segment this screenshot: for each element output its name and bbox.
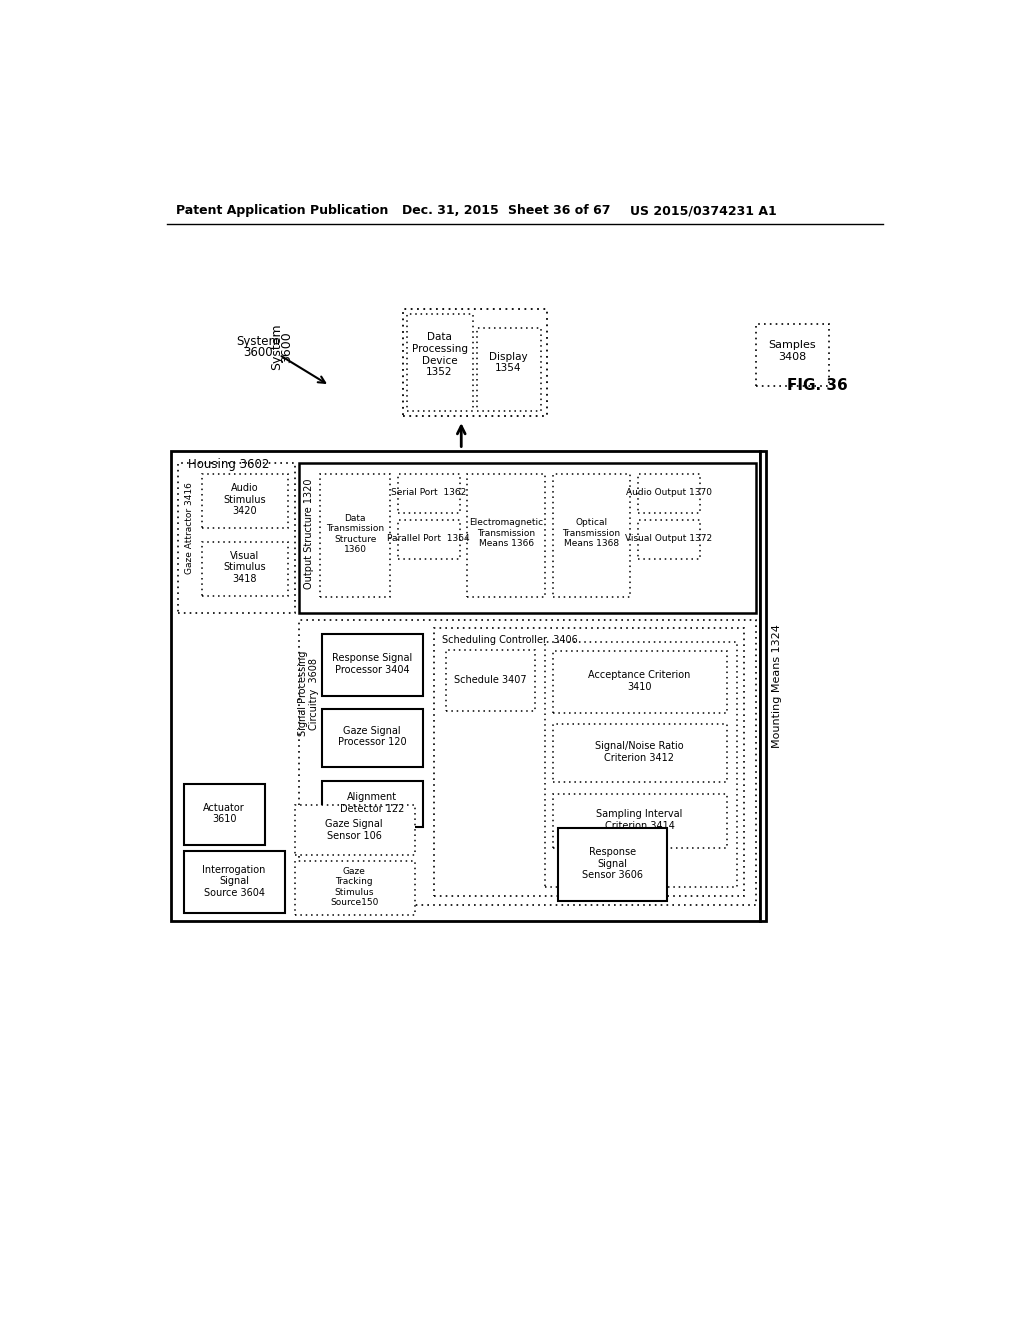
Bar (434, 628, 744, 896)
Bar (202, 474, 289, 528)
Bar (397, 474, 460, 512)
Text: Schedule 3407: Schedule 3407 (454, 675, 526, 685)
Text: Data
Processing
Device
1352: Data Processing Device 1352 (412, 333, 468, 378)
Bar (553, 793, 727, 847)
Text: Gaze
Tracking
Stimulus
Source150: Gaze Tracking Stimulus Source150 (330, 867, 379, 907)
Bar (477, 327, 541, 411)
Text: Optical
Transmission
Means 1368: Optical Transmission Means 1368 (562, 519, 621, 548)
Text: 3600: 3600 (281, 331, 293, 363)
Text: Serial Port  1362: Serial Port 1362 (391, 488, 466, 498)
Text: Scheduling Controller  3406: Scheduling Controller 3406 (442, 635, 578, 644)
Text: System: System (237, 335, 281, 348)
Bar (553, 474, 630, 598)
Text: 3600: 3600 (244, 346, 273, 359)
Text: Parallel Port  1364: Parallel Port 1364 (387, 535, 470, 544)
Text: Signal Processing
Circuitry  3608: Signal Processing Circuitry 3608 (298, 651, 319, 737)
Text: Signal/Noise Ratio
Criterion 3412: Signal/Noise Ratio Criterion 3412 (595, 742, 684, 763)
Bar (299, 620, 756, 906)
Text: Dec. 31, 2015: Dec. 31, 2015 (401, 205, 499, 218)
Bar (638, 474, 700, 512)
Text: Gaze Attractor 3416: Gaze Attractor 3416 (185, 482, 195, 574)
Text: US 2015/0374231 A1: US 2015/0374231 A1 (630, 205, 777, 218)
Bar (202, 541, 289, 595)
Text: Audio Output 1370: Audio Output 1370 (626, 488, 712, 498)
Bar (299, 462, 756, 612)
Text: Alignment
Detector 122: Alignment Detector 122 (340, 792, 404, 813)
Bar (545, 642, 737, 887)
Bar (183, 851, 285, 913)
Text: Electromagnetic
Transmission
Means 1366: Electromagnetic Transmission Means 1366 (469, 519, 544, 548)
Text: Patent Application Publication: Patent Application Publication (176, 205, 388, 218)
Text: Samples
3408: Samples 3408 (768, 341, 816, 362)
Text: Gaze Signal
Sensor 106: Gaze Signal Sensor 106 (326, 818, 383, 841)
Text: System: System (270, 323, 284, 371)
Bar (467, 474, 545, 598)
Bar (403, 309, 547, 416)
Text: Mounting Means 1324: Mounting Means 1324 (772, 624, 782, 748)
Bar (295, 861, 415, 915)
Text: Housing 3602: Housing 3602 (188, 458, 270, 471)
Bar (183, 784, 265, 845)
Bar (407, 314, 473, 411)
Bar (445, 649, 535, 711)
Bar (171, 451, 760, 921)
Bar (322, 635, 423, 696)
Bar (322, 780, 423, 826)
Text: Output Structure 1320: Output Structure 1320 (303, 478, 313, 589)
Text: Audio
Stimulus
3420: Audio Stimulus 3420 (223, 483, 266, 516)
Text: Display
1354: Display 1354 (489, 351, 527, 374)
Bar (553, 651, 727, 713)
Bar (321, 474, 390, 598)
Bar (756, 323, 829, 385)
Text: Response Signal
Processor 3404: Response Signal Processor 3404 (332, 653, 413, 675)
Bar (322, 709, 423, 767)
Bar (178, 462, 295, 612)
Text: Acceptance Criterion
3410: Acceptance Criterion 3410 (589, 671, 690, 692)
Text: FIG. 36: FIG. 36 (787, 378, 848, 393)
Text: Visual
Stimulus
3418: Visual Stimulus 3418 (223, 550, 266, 583)
Bar (397, 520, 460, 558)
Text: Sheet 36 of 67: Sheet 36 of 67 (508, 205, 610, 218)
Text: Visual Output 1372: Visual Output 1372 (626, 535, 713, 544)
Text: Gaze Signal
Processor 120: Gaze Signal Processor 120 (338, 726, 407, 747)
Bar (558, 829, 667, 902)
Text: Sampling Interval
Criterion 3414: Sampling Interval Criterion 3414 (596, 809, 683, 830)
Text: Interrogation
Signal
Source 3604: Interrogation Signal Source 3604 (203, 865, 266, 898)
Text: Response
Signal
Sensor 3606: Response Signal Sensor 3606 (582, 847, 643, 880)
Bar (295, 805, 415, 855)
Bar (760, 451, 766, 921)
Bar (553, 725, 727, 781)
Text: Actuator
3610: Actuator 3610 (203, 803, 245, 825)
Bar (638, 520, 700, 558)
Text: Data
Transmission
Structure
1360: Data Transmission Structure 1360 (326, 513, 384, 554)
